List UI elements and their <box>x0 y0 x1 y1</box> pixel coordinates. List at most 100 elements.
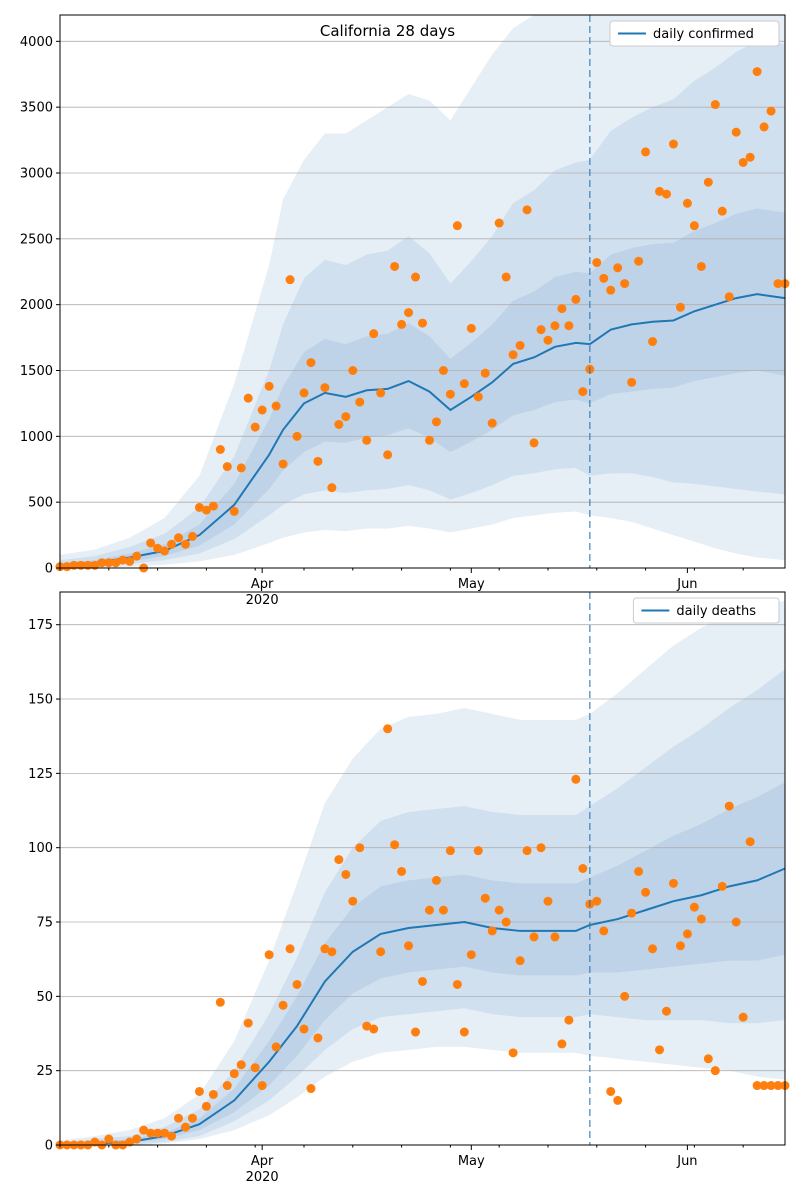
observed-point <box>766 1081 776 1091</box>
observed-point <box>738 157 748 167</box>
observed-point <box>641 887 651 897</box>
x-tick-label: Jun <box>676 577 697 592</box>
observed-point <box>369 1024 379 1034</box>
observed-point <box>613 1095 623 1105</box>
observed-point <box>731 917 741 927</box>
x-tick-label: May <box>458 577 485 592</box>
y-tick-label: 500 <box>28 496 53 511</box>
observed-point <box>194 1086 204 1096</box>
observed-point <box>494 905 504 915</box>
observed-point <box>97 558 107 568</box>
observed-point <box>334 419 344 429</box>
observed-point <box>180 1122 190 1132</box>
y-tick-label: 2000 <box>20 298 53 313</box>
observed-point <box>153 543 163 553</box>
observed-point <box>759 122 769 132</box>
observed-point <box>480 368 490 378</box>
observed-point <box>160 546 170 556</box>
observed-point <box>264 950 274 960</box>
observed-point <box>62 562 72 572</box>
observed-point <box>620 279 630 289</box>
observed-point <box>550 321 560 331</box>
observed-point <box>362 435 372 445</box>
observed-point <box>717 206 727 216</box>
y-tick-label: 0 <box>45 562 53 577</box>
observed-point <box>278 459 288 469</box>
observed-point <box>515 956 525 966</box>
observed-point <box>431 417 441 427</box>
observed-point <box>564 321 574 331</box>
observed-point <box>710 100 720 110</box>
observed-point <box>306 358 316 368</box>
observed-point <box>313 1033 323 1043</box>
y-tick-label: 1000 <box>20 430 53 445</box>
observed-point <box>424 905 434 915</box>
observed-point <box>285 275 295 285</box>
y-tick-label: 3000 <box>20 167 53 182</box>
observed-point <box>494 218 504 228</box>
observed-point <box>264 381 274 391</box>
y-tick-label: 3500 <box>20 101 53 116</box>
model-line <box>59 293 786 567</box>
y-gridlines <box>60 40 785 569</box>
model-forecast-line <box>589 867 786 926</box>
observed-point <box>745 837 755 847</box>
observed-point <box>355 843 365 853</box>
observed-point <box>675 941 685 951</box>
legend: daily confirmed <box>609 20 780 47</box>
observed-point <box>125 556 135 566</box>
observed-point <box>285 944 295 954</box>
observed-point <box>689 902 699 912</box>
observed-point <box>592 896 602 906</box>
observed-point <box>529 438 539 448</box>
legend-label: daily confirmed <box>653 27 754 42</box>
observed-point <box>438 905 448 915</box>
observed-point <box>564 1015 574 1025</box>
observed-point <box>724 292 734 302</box>
observed-point <box>341 869 351 879</box>
observed-point <box>773 279 783 289</box>
observed-point <box>466 950 476 960</box>
observed-point <box>292 979 302 989</box>
plot-frame <box>59 14 786 569</box>
confidence-bands <box>60 15 785 569</box>
observed-point <box>418 318 427 328</box>
observed-point <box>634 866 644 876</box>
observed-point <box>208 501 218 511</box>
observed-point <box>522 205 532 215</box>
observed-point <box>250 422 260 432</box>
observed-point <box>278 1000 288 1010</box>
observed-point <box>738 1012 748 1022</box>
y-tick-label: 0 <box>45 1139 53 1154</box>
x-tick-label: Apr <box>251 577 274 592</box>
observed-point <box>675 302 685 312</box>
observed-point <box>208 1089 218 1099</box>
observed-point <box>229 506 239 516</box>
y-tick-label: 125 <box>28 767 53 782</box>
observed-point <box>348 896 358 906</box>
observed-point <box>320 944 330 954</box>
observed-point <box>682 929 692 939</box>
observed-point <box>703 1054 713 1064</box>
x-tick-label: Apr <box>251 1154 274 1169</box>
observed-point <box>452 979 462 989</box>
observed-point <box>627 377 637 387</box>
observed-point <box>724 801 734 811</box>
model-forecast-line <box>589 293 786 345</box>
observed-point <box>543 896 553 906</box>
observed-point <box>759 1081 769 1091</box>
observed-point <box>620 991 630 1001</box>
observed-point <box>236 463 246 473</box>
observed-point <box>390 840 400 850</box>
observed-point <box>445 389 455 399</box>
observed-point <box>341 412 351 422</box>
observed-point <box>606 1086 616 1096</box>
observed-point <box>501 272 511 282</box>
observed-point <box>167 539 177 549</box>
observed-point <box>648 337 658 347</box>
observed-point <box>362 1021 372 1031</box>
observed-point <box>543 335 553 345</box>
observed-point <box>257 1081 267 1091</box>
observed-point <box>529 932 539 942</box>
observed-point <box>661 1006 671 1016</box>
